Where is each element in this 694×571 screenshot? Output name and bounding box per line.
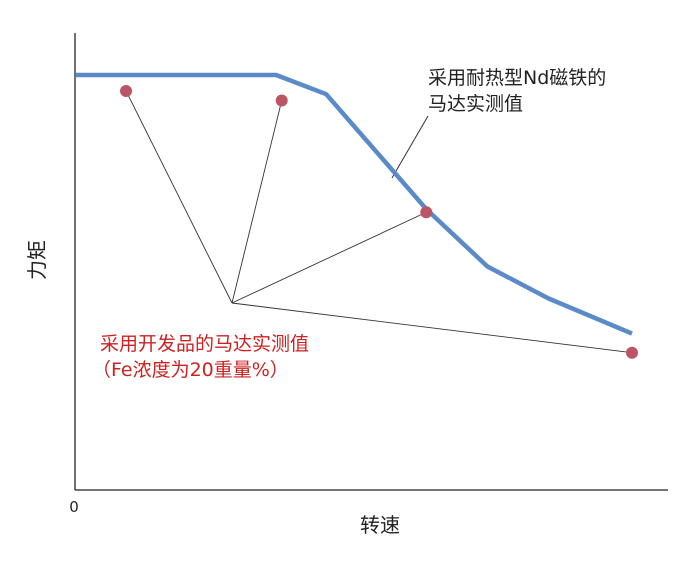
leader-line-2 [231, 100, 283, 304]
series-lines [76, 72, 633, 336]
data-points [120, 84, 638, 359]
data-point-1 [120, 84, 133, 97]
y-axis-label: 力矩 [25, 240, 49, 280]
data-point-4 [626, 346, 638, 359]
x-axis-label: 转速 [360, 513, 400, 537]
dev-label-line-1: 采用开发品的马达实测值 [100, 333, 309, 355]
series-label-line-1: 采用耐热型Nd磁铁的 [428, 67, 606, 89]
x-origin-label: 0 [69, 498, 79, 516]
series-line-nd-magnet [76, 72, 633, 336]
dev-label-line-2: （Fe浓度为20重量%） [92, 359, 289, 381]
leader-line-1 [125, 90, 233, 304]
axes [74, 33, 668, 491]
leader-line-3 [231, 211, 427, 304]
data-point-3 [420, 206, 433, 219]
series-label-line-2: 马达实测值 [428, 93, 523, 115]
data-point-2 [275, 94, 288, 107]
leader-lines [125, 90, 633, 354]
leader-line-4 [231, 302, 633, 354]
series-label-leader [391, 115, 429, 179]
